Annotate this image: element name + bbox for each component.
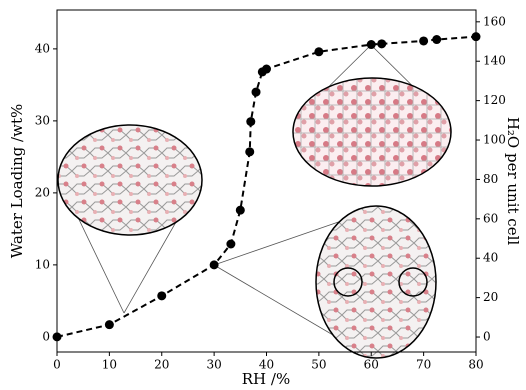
x-tick-label: 50 [311,358,326,372]
x-tick-label: 10 [102,358,117,372]
y-tick-label: 20 [35,185,50,199]
data-point [235,205,245,215]
x-tick-label: 20 [154,358,169,372]
x-tick-label: 0 [53,358,61,372]
y-tick-label: 10 [35,257,50,271]
data-point [314,47,324,57]
x-tick-label: 40 [259,358,274,372]
data-point [246,117,256,127]
x-axis-label: RH /% [242,370,290,388]
y2-tick-label: 140 [483,54,506,68]
y-axis-label: Water Loading /wt% [8,104,26,258]
y-tick-label: 0 [42,329,50,343]
y2-axis-label: H₂O per unit cell [504,117,522,246]
y2-tick-label: 0 [483,330,491,344]
insets [57,44,452,359]
y2-tick-label: 120 [483,93,506,107]
data-point [471,32,481,42]
x-tick-label: 80 [468,358,483,372]
data-point [104,320,114,330]
data-point [157,291,167,301]
y-tick-label: 30 [35,113,50,127]
y2-tick-label: 20 [483,290,498,304]
y-tick-label: 40 [35,41,50,55]
y2-tick-label: 80 [483,172,498,186]
y2-tick-label: 40 [483,251,498,265]
data-point [366,40,376,50]
data-point [262,64,271,74]
x-tick-label: 30 [206,358,221,372]
data-point [419,36,429,46]
x-tick-label: 70 [416,358,431,372]
data-point [251,87,261,97]
data-point [226,239,236,249]
data-point [432,35,442,45]
data-point [245,147,255,157]
y2-tick-label: 160 [483,14,506,28]
data-point [52,332,62,342]
y2-tick-label: 100 [483,133,506,147]
y2-tick-label: 60 [483,211,498,225]
x-tick-label: 60 [364,358,379,372]
data-point [209,260,219,270]
data-point [377,39,387,49]
